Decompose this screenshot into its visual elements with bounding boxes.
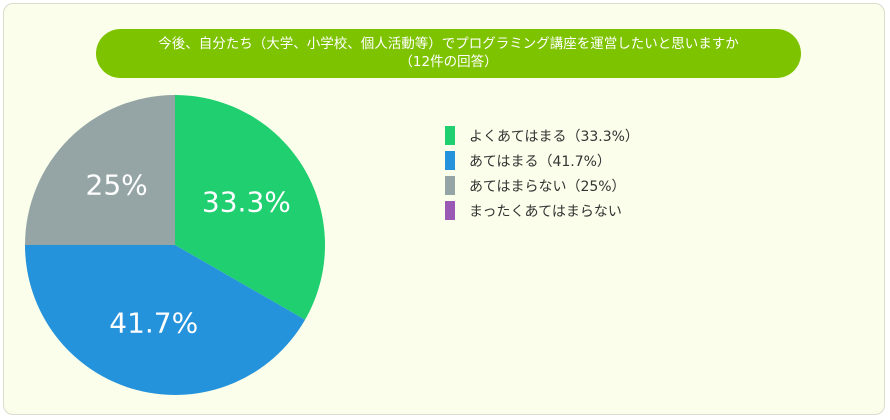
pie-slice-2 [25, 95, 175, 245]
legend-item-1[interactable]: あてはまる（41.7%） [445, 148, 639, 173]
legend-item-3[interactable]: まったくあてはまらない [445, 198, 639, 223]
pie-slice-0 [175, 95, 326, 320]
legend-swatch [445, 201, 455, 220]
legend-swatch [445, 176, 455, 195]
chart-title-line2: （12件の回答） [399, 54, 498, 70]
chart-legend: よくあてはまる（33.3%） あてはまる（41.7%） あてはまらない（25%） まっ… [445, 123, 639, 223]
legend-label: まったくあてはまらない [469, 203, 622, 220]
legend-item-0[interactable]: よくあてはまる（33.3%） [445, 123, 639, 148]
legend-label: あてはまらない（25%） [469, 178, 626, 195]
legend-item-2[interactable]: あてはまらない（25%） [445, 173, 639, 198]
legend-swatch [445, 126, 455, 145]
legend-swatch [445, 151, 455, 170]
slice-data-label-2: 25% [86, 169, 148, 202]
slice-data-label-1: 41.7% [109, 307, 198, 340]
chart-title-line1: 今後、自分たち（大学、小学校、個人活動等）でプログラミング講座を運営したいと思い… [158, 36, 739, 52]
legend-label: よくあてはまる（33.3%） [469, 128, 639, 145]
legend-label: あてはまる（41.7%） [469, 153, 611, 170]
slice-data-label-0: 33.3% [202, 186, 291, 219]
pie-slice-1 [25, 245, 306, 396]
chart-title: 今後、自分たち（大学、小学校、個人活動等）でプログラミング講座を運営したいと思い… [96, 29, 801, 78]
